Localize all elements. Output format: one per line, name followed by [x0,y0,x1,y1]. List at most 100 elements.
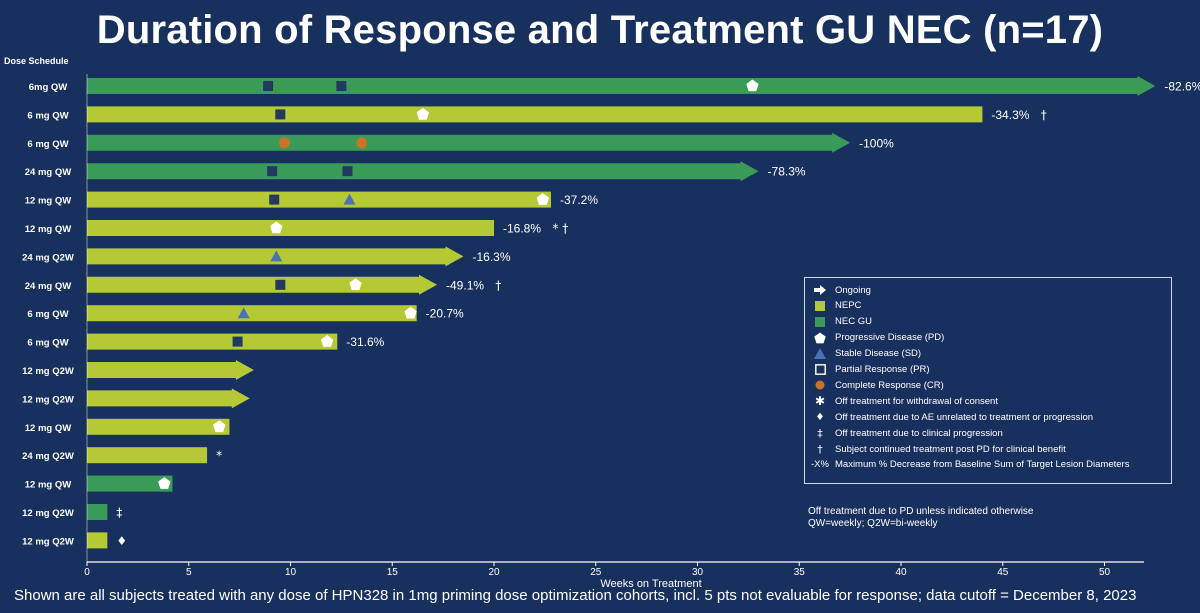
legend-note: Off treatment due to PD unless indicated… [808,506,1034,530]
dose-label: 12 mg Q2W [22,536,74,547]
percent-change-label: -31.6% [346,335,384,349]
dose-label: 12 mg QW [25,480,71,491]
x-tick-label: 40 [895,567,907,578]
table-row: 6 mg QW -20.7% [27,305,464,322]
dose-label: 12 mg Q2W [22,394,74,405]
legend-item-label: NEC GU [835,316,872,328]
dose-label: 12 mg QW [25,196,71,207]
table-row: 12 mg QW [25,418,230,435]
partial-response-marker [263,81,274,91]
percent-change-label: -37.2% [560,193,598,207]
table-row: 24 mg QW -78.3% [25,161,806,182]
progressive-disease-marker [746,79,759,92]
progressive-disease-marker [270,221,283,234]
x-tick-label: 50 [1099,567,1111,578]
table-row: 12 mg QW -37.2% [25,191,598,208]
partial-response-marker [269,194,280,205]
legend-item-label: Off treatment due to AE unrelated to tre… [835,411,1094,423]
x-axis-title: Weeks on Treatment [600,578,701,590]
percent-change-label: -100% [859,136,894,150]
x-percent-text: -X% [811,459,829,471]
duration-bar [87,220,494,236]
stable-disease-marker [270,250,283,262]
dose-label: 6 mg QW [27,309,68,320]
dose-label: 12 mg Q2W [22,366,74,377]
duration-bar [87,447,208,464]
footer-note: Shown are all subjects treated with any … [14,587,1137,604]
dose-label: 12 mg QW [25,224,71,235]
x-tick-label: 0 [84,567,90,578]
duration-bar [87,475,173,492]
x-tick-label: 10 [285,567,297,578]
progressive-disease-marker [536,193,549,205]
progressive-disease-marker [158,477,171,489]
progressive-disease-marker [213,420,226,433]
legend-item: Complete Response (CR) [805,378,944,392]
table-row: 24 mg Q2W -16.3% [22,246,511,267]
dose-label: 24 mg Q2W [22,451,74,462]
table-row: 24 mg Q2W * [22,447,222,464]
page-title: Duration of Response and Treatment GU NE… [96,8,1104,52]
partial-response-marker [275,279,286,290]
dose-label: 24 mg QW [25,281,71,292]
partial-response-marker [275,109,286,120]
double-dagger-icon: ‡ [817,426,823,440]
percent-change-label: -82.6% [1164,80,1200,94]
legend-item-label: Complete Response (CR) [835,379,944,391]
percent-change-label: -78.3% [768,165,806,179]
x-tick-label: 45 [997,567,1009,578]
legend-note-line-2: QW=weekly; Q2W=bi-weekly [808,518,938,529]
legend-item-label: NEPC [835,300,862,312]
x-tick-label: 20 [488,567,500,578]
duration-bar [87,106,983,123]
legend-item-label: Partial Response (PR) [835,364,930,375]
legend-item: NEPC [805,299,861,313]
duration-bar [87,532,108,549]
x-tick-label: 35 [794,567,806,578]
legend: Ongoing NEPC NEC GU Progressive Disease (PD… [804,277,1172,484]
legend-item: -X% Maximum % Decrease from Baseline Sum … [805,458,1129,472]
legend-item-label: Maximum % Decrease from Baseline Sum of … [835,459,1130,471]
complete-response-marker [356,137,368,149]
x-tick-label: 15 [387,567,399,578]
pentagon-icon [805,332,835,344]
x-tick-label: 30 [692,567,704,578]
ongoing-bar [87,76,1156,96]
legend-item: ✱ Off treatment for withdrawal of consent [805,394,998,408]
table-row: 24 mg QW -49.1% † [25,274,501,295]
percent-change-label: -20.7% [426,307,464,321]
stable-disease-marker [343,193,356,205]
table-row: 6mg QW-82.6%† [29,76,1200,96]
asterisk-icon: ✱ [814,394,826,409]
percent-change-label: -49.1% [446,278,484,292]
legend-item: † Subject continued treatment post PD for… [805,442,1066,456]
legend-item-label: Progressive Disease (PD) [835,332,945,344]
triangle-icon [805,348,835,360]
ongoing-bar [87,132,851,153]
complete-response-marker [278,137,290,149]
nepc-swatch-icon [805,300,835,311]
legend-item: Stable Disease (SD) [805,347,921,361]
partial-response-marker [336,81,347,91]
dose-label: 6 mg QW [27,110,68,121]
legend-item-label: Off treatment for withdrawal of consent [835,395,998,407]
circle-icon [805,380,835,390]
dose-label: 6mg QW [29,82,68,93]
ongoing-bar [87,360,254,380]
partial-response-marker [267,166,278,177]
dose-label: 12 mg QW [25,423,71,434]
legend-item-label: Ongoing [835,284,871,296]
legend-item-label: Off treatment due to clinical progressio… [835,427,1003,439]
legend-item: ‡ Off treatment due to clinical progressi… [805,426,1003,440]
dose-label: 24 mg QW [25,167,71,178]
partial-response-marker [232,336,243,347]
legend-item-label: Stable Disease (SD) [835,348,922,360]
diamond-icon: ♦ [815,411,825,423]
table-row: 12 mg Q2W [22,360,254,380]
status-symbol: * † [552,222,568,236]
table-row: 12 mg Q2W ‡ [22,504,122,520]
duration-bar [87,333,338,350]
percent-change-label: -16.8% [503,222,541,236]
dose-label: 12 mg Q2W [22,508,74,519]
status-symbol: † [1041,108,1047,122]
